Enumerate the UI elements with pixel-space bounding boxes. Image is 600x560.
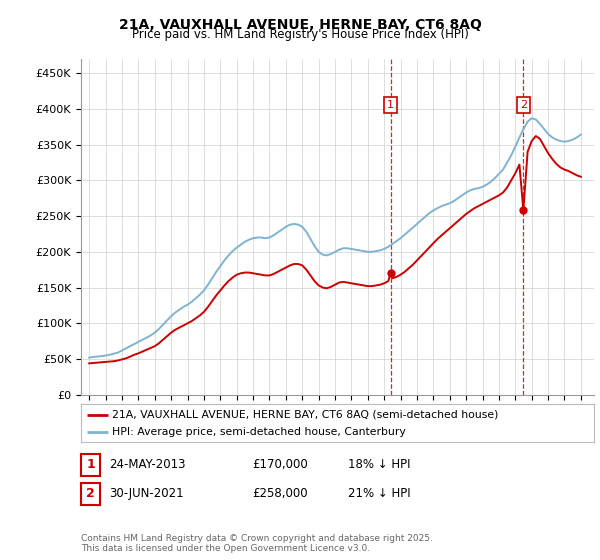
Text: 18% ↓ HPI: 18% ↓ HPI xyxy=(348,458,410,472)
Text: £170,000: £170,000 xyxy=(252,458,308,472)
Text: £258,000: £258,000 xyxy=(252,487,308,501)
Text: 21% ↓ HPI: 21% ↓ HPI xyxy=(348,487,410,501)
Text: 24-MAY-2013: 24-MAY-2013 xyxy=(109,458,186,472)
Text: HPI: Average price, semi-detached house, Canterbury: HPI: Average price, semi-detached house,… xyxy=(112,427,406,437)
Text: 2: 2 xyxy=(86,487,95,501)
Text: 1: 1 xyxy=(86,458,95,472)
Text: 21A, VAUXHALL AVENUE, HERNE BAY, CT6 8AQ (semi-detached house): 21A, VAUXHALL AVENUE, HERNE BAY, CT6 8AQ… xyxy=(112,409,498,419)
Text: Price paid vs. HM Land Registry's House Price Index (HPI): Price paid vs. HM Land Registry's House … xyxy=(131,28,469,41)
Text: Contains HM Land Registry data © Crown copyright and database right 2025.
This d: Contains HM Land Registry data © Crown c… xyxy=(81,534,433,553)
Text: 1: 1 xyxy=(387,100,394,110)
Text: 21A, VAUXHALL AVENUE, HERNE BAY, CT6 8AQ: 21A, VAUXHALL AVENUE, HERNE BAY, CT6 8AQ xyxy=(119,18,481,32)
Text: 2: 2 xyxy=(520,100,527,110)
Text: 30-JUN-2021: 30-JUN-2021 xyxy=(109,487,184,501)
